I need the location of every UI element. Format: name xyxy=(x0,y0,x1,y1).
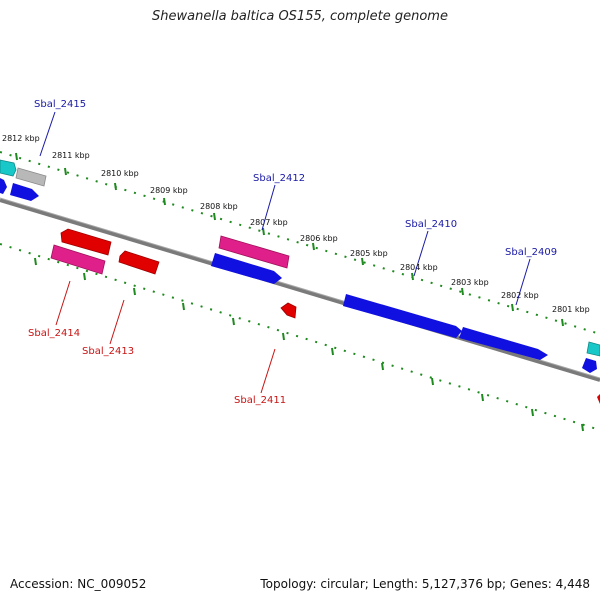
cds-feature-red xyxy=(118,250,160,275)
genome-summary-text: Topology: circular; Length: 5,127,376 bp… xyxy=(260,577,590,591)
reverse-features xyxy=(50,228,600,404)
inner-tick-track xyxy=(0,243,600,431)
gene-label: Sbal_2410 xyxy=(405,219,457,230)
inner-major-ticks xyxy=(34,257,584,432)
tick-label: 2808 kbp xyxy=(200,202,238,211)
gene-label: Sbal_2415 xyxy=(34,99,86,110)
tick-label: 2806 kbp xyxy=(300,234,338,243)
gene-label: Sbal_2411 xyxy=(234,395,286,406)
map-title: Shewanella baltica OS155, complete genom… xyxy=(152,9,448,24)
cds-feature-red xyxy=(280,302,297,319)
gene-label-connectors xyxy=(39,111,531,394)
tick-label: 2811 kbp xyxy=(52,151,90,160)
tick-label: 2809 kbp xyxy=(150,186,188,195)
tick-label: 2805 kbp xyxy=(350,249,388,258)
tick-label: 2812 kbp xyxy=(2,134,40,143)
cds-feature-cyan xyxy=(586,341,600,357)
cds-feature-blue xyxy=(343,294,462,338)
forward-features xyxy=(0,159,600,373)
cds-feature-red xyxy=(597,394,600,404)
tick-label: 2810 kbp xyxy=(101,169,139,178)
cds-feature-cyan xyxy=(0,159,17,177)
tick-label: 2803 kbp xyxy=(451,278,489,287)
tick-labels: 2812 kbp 2811 kbp 2810 kbp 2809 kbp 2808… xyxy=(2,134,590,314)
cds-feature-grey xyxy=(15,167,47,187)
accession-text: Accession: NC_009052 xyxy=(10,577,147,591)
outer-major-ticks xyxy=(15,152,564,327)
cds-feature-blue xyxy=(10,183,39,201)
gene-label: Sbal_2414 xyxy=(28,328,80,339)
cds-feature-blue xyxy=(0,178,7,194)
gene-label: Sbal_2412 xyxy=(253,173,305,184)
gene-labels: Sbal_2415 Sbal_2414 Sbal_2413 Sbal_2412 … xyxy=(28,99,557,406)
cds-feature-blue xyxy=(211,253,282,284)
cds-feature-red xyxy=(60,228,112,256)
gene-label: Sbal_2413 xyxy=(82,346,134,357)
cds-feature-blue xyxy=(582,358,597,373)
cds-feature-pink xyxy=(50,244,106,275)
cds-feature-pink xyxy=(218,235,290,269)
gene-label: Sbal_2409 xyxy=(505,247,557,258)
tick-label: 2807 kbp xyxy=(250,218,288,227)
tick-label: 2802 kbp xyxy=(501,291,539,300)
cds-feature-blue xyxy=(459,327,548,360)
tick-label: 2801 kbp xyxy=(552,305,590,314)
tick-label: 2804 kbp xyxy=(400,263,438,272)
